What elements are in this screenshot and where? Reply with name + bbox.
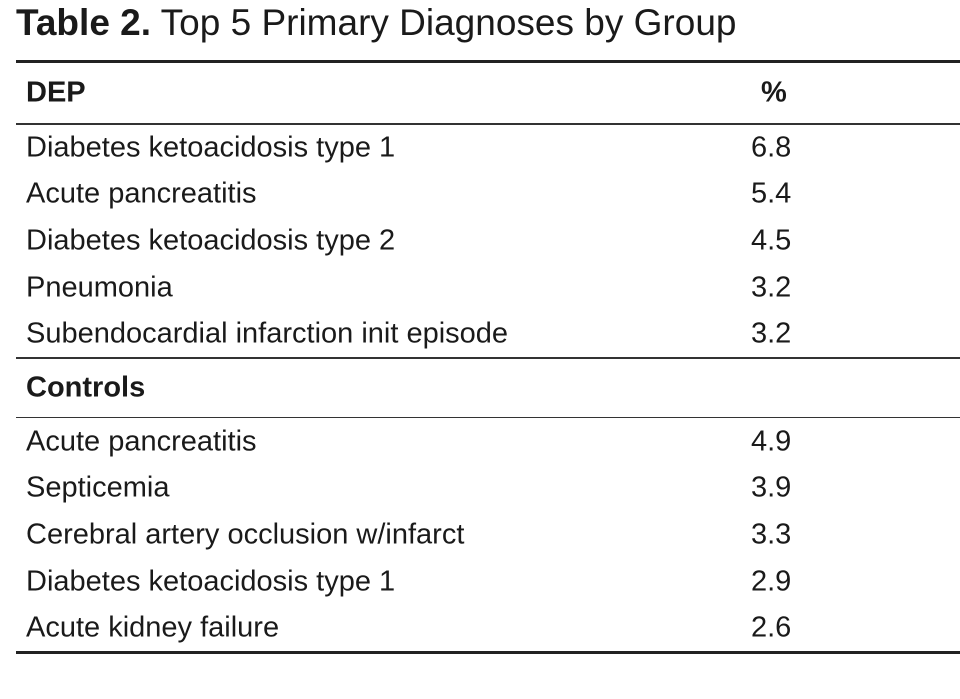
table-row: Acute pancreatitis 4.9: [16, 418, 960, 465]
diagnosis-cell: Acute pancreatitis: [26, 177, 257, 210]
percent-cell: 5.4: [751, 177, 792, 210]
table-row: Acute kidney failure 2.6: [16, 605, 960, 652]
percent-cell: 2.6: [751, 611, 792, 644]
table-label: Table 2.: [16, 2, 152, 43]
table-row: Diabetes ketoacidosis type 1 6.8: [16, 125, 960, 172]
percent-cell: 6.8: [751, 131, 792, 164]
table-row: Diabetes ketoacidosis type 2 4.5: [16, 218, 960, 265]
diagnosis-cell: Acute kidney failure: [26, 611, 280, 644]
group-header-controls: Controls: [16, 359, 960, 417]
percent-cell: 2.9: [751, 565, 792, 598]
header-rule: [16, 123, 960, 125]
diagnosis-cell: Septicemia: [26, 471, 170, 504]
bottom-rule: [16, 651, 960, 655]
group-name: Controls: [26, 371, 146, 404]
table-row: Diabetes ketoacidosis type 1 2.9: [16, 558, 960, 605]
column-header-percent: %: [761, 76, 787, 109]
table-title: Top 5 Primary Diagnoses by Group: [160, 2, 737, 43]
table-row: Septicemia 3.9: [16, 465, 960, 512]
diagnosis-cell: Diabetes ketoacidosis type 1: [26, 131, 396, 164]
top-rule: [16, 60, 960, 63]
table-row: Acute pancreatitis 5.4: [16, 171, 960, 218]
diagnosis-cell: Cerebral artery occlusion w/infarct: [26, 518, 465, 551]
table-row: Subendocardial infarction init episode 3…: [16, 311, 960, 358]
percent-cell: 3.2: [751, 271, 792, 304]
diagnosis-cell: Subendocardial infarction init episode: [26, 317, 509, 350]
diagnosis-cell: Pneumonia: [26, 271, 173, 304]
percent-cell: 3.9: [751, 471, 792, 504]
table-row: Pneumonia 3.2: [16, 264, 960, 311]
diagnosis-cell: Diabetes ketoacidosis type 1: [26, 565, 396, 598]
percent-cell: 4.5: [751, 224, 792, 257]
percent-cell: 4.9: [751, 425, 792, 458]
percent-cell: 3.2: [751, 317, 792, 350]
diagnosis-cell: Acute pancreatitis: [26, 425, 257, 458]
percent-cell: 3.3: [751, 518, 792, 551]
diagnosis-cell: Diabetes ketoacidosis type 2: [26, 224, 396, 257]
table-row: Cerebral artery occlusion w/infarct 3.3: [16, 512, 960, 559]
group-header-dep: DEP %: [16, 63, 960, 123]
table-caption: Table 2. Top 5 Primary Diagnoses by Grou…: [16, 0, 736, 46]
group-name: DEP: [26, 76, 86, 109]
group-divider-rule: [16, 357, 960, 359]
diagnoses-table: DEP % Diabetes ketoacidosis type 1 6.8 A…: [16, 60, 960, 655]
group-header-rule: [16, 416, 960, 419]
